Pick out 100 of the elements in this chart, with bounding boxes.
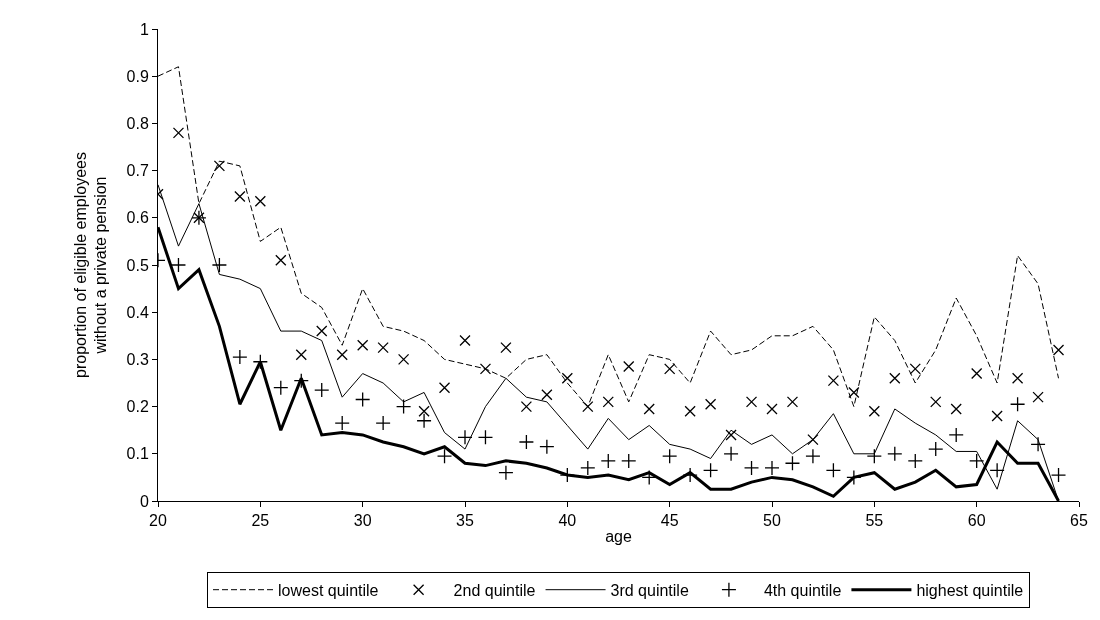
point — [907, 453, 923, 469]
point — [436, 448, 453, 464]
point — [805, 448, 821, 464]
legend-label: 4th quintile — [763, 581, 842, 599]
point — [662, 448, 678, 464]
point — [1011, 372, 1024, 384]
legend-label: highest quintile — [916, 581, 1024, 599]
y-tick-label: 0.1 — [126, 445, 149, 463]
point — [807, 433, 819, 446]
point — [213, 160, 226, 172]
point — [641, 469, 657, 486]
point — [477, 429, 494, 445]
point — [664, 363, 676, 375]
x-tick-label: 65 — [1070, 512, 1088, 530]
point — [704, 398, 717, 410]
y-tick-label: 0.4 — [126, 303, 149, 321]
x-tick-label: 40 — [558, 512, 577, 530]
point — [621, 453, 637, 469]
point — [293, 372, 309, 389]
x-tick-label: 60 — [967, 512, 986, 530]
point — [500, 341, 512, 354]
point — [745, 396, 758, 408]
point — [211, 257, 228, 273]
point — [459, 334, 471, 347]
legend-label: 3rd quintile — [610, 581, 689, 599]
point — [254, 195, 266, 207]
legend-label: 2nd quintile — [453, 581, 536, 599]
point — [725, 429, 737, 441]
point — [887, 446, 903, 462]
point — [479, 363, 492, 375]
point — [623, 360, 635, 373]
point — [766, 403, 778, 415]
point — [948, 427, 964, 443]
y-tick-label: 0.6 — [126, 209, 149, 227]
point — [600, 453, 616, 469]
point — [539, 439, 555, 455]
point — [928, 441, 944, 457]
point — [518, 434, 535, 450]
x-tick-label: 50 — [763, 512, 781, 530]
point — [1009, 396, 1026, 412]
point — [377, 341, 389, 354]
point — [1030, 436, 1046, 453]
point — [314, 382, 330, 398]
point — [1050, 467, 1067, 483]
point — [1052, 344, 1065, 356]
point — [252, 354, 268, 370]
point — [866, 448, 882, 464]
point — [234, 190, 246, 203]
point — [971, 367, 983, 380]
point — [418, 405, 430, 417]
point — [438, 382, 451, 394]
point — [930, 396, 942, 408]
point — [275, 254, 287, 266]
point — [273, 380, 289, 396]
point — [846, 469, 862, 486]
point — [602, 396, 614, 408]
point — [580, 460, 596, 476]
point — [848, 386, 860, 399]
point — [355, 391, 371, 408]
point — [868, 405, 880, 417]
point — [909, 363, 921, 375]
point — [827, 374, 840, 387]
point — [232, 349, 248, 365]
x-axis-title: age — [605, 527, 632, 545]
y-tick-label: 0.8 — [126, 115, 149, 132]
point — [969, 453, 985, 469]
point — [541, 389, 553, 401]
point — [172, 127, 185, 139]
point — [457, 429, 473, 445]
point — [989, 462, 1005, 478]
x-tick-label: 25 — [251, 512, 270, 530]
point — [336, 349, 348, 361]
y-tick-label: 1 — [139, 20, 149, 38]
point — [295, 349, 307, 361]
point — [684, 405, 696, 417]
point — [1032, 391, 1044, 403]
point — [889, 372, 901, 384]
point — [395, 398, 412, 415]
y-tick-label: 0 — [139, 492, 149, 510]
point — [786, 396, 799, 408]
point — [416, 413, 432, 429]
x-tick-label: 30 — [353, 512, 372, 530]
point — [991, 410, 1003, 422]
y-tick-label: 0.9 — [126, 67, 149, 85]
point — [643, 403, 655, 415]
y-tick-label: 0.2 — [126, 398, 149, 416]
x-tick-label: 35 — [456, 512, 474, 530]
x-tick-label: 20 — [149, 512, 167, 530]
point — [764, 460, 780, 476]
x-tick-label: 55 — [865, 512, 884, 530]
point — [498, 465, 514, 481]
y-tick-label: 0.3 — [126, 351, 149, 368]
point — [520, 400, 533, 413]
point — [825, 462, 842, 478]
point — [561, 372, 573, 384]
y-tick-label: 0.7 — [126, 162, 149, 180]
point — [316, 325, 328, 337]
point — [582, 400, 594, 413]
point — [702, 462, 719, 478]
point — [743, 460, 760, 476]
